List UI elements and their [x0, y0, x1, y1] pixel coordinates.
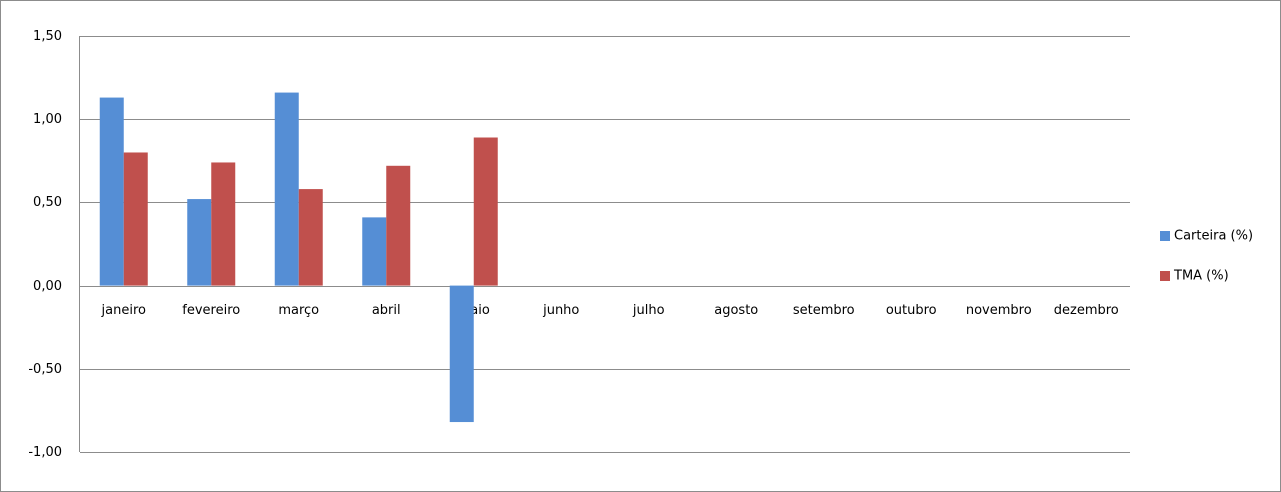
bar: [123, 152, 148, 286]
x-tick-label: agosto: [714, 303, 758, 318]
legend-swatch: [1160, 271, 1170, 281]
x-tick-label: novembro: [966, 303, 1032, 318]
bar: [473, 137, 498, 286]
x-tick-label: fevereiro: [182, 303, 240, 318]
bar: [386, 165, 411, 286]
x-tick-label: outubro: [886, 303, 937, 318]
y-tick-label: 1,00: [33, 112, 62, 127]
bar: [211, 162, 236, 286]
x-tick-label: julho: [632, 303, 665, 318]
y-tick-label: 1,50: [33, 29, 62, 44]
x-tick-label: setembro: [793, 303, 855, 318]
y-tick-label: 0,50: [33, 195, 62, 210]
y-tick-label: -0,50: [28, 362, 62, 377]
y-tick-label: 0,00: [33, 279, 62, 294]
y-tick-label: -1,00: [28, 445, 62, 460]
bar: [99, 97, 124, 286]
x-tick-label: junho: [542, 303, 579, 318]
bar: [187, 199, 212, 286]
legend-swatch: [1160, 231, 1170, 241]
bar: [298, 189, 323, 286]
x-tick-label: dezembro: [1054, 303, 1119, 318]
x-tick-label: janeiro: [101, 303, 146, 318]
bar: [274, 92, 299, 286]
bar: [362, 217, 387, 286]
bar: [449, 285, 474, 423]
x-tick-label: abril: [372, 303, 401, 318]
x-tick-label: março: [278, 303, 319, 318]
legend-label: TMA (%): [1173, 269, 1229, 284]
legend-label: Carteira (%): [1174, 229, 1253, 244]
